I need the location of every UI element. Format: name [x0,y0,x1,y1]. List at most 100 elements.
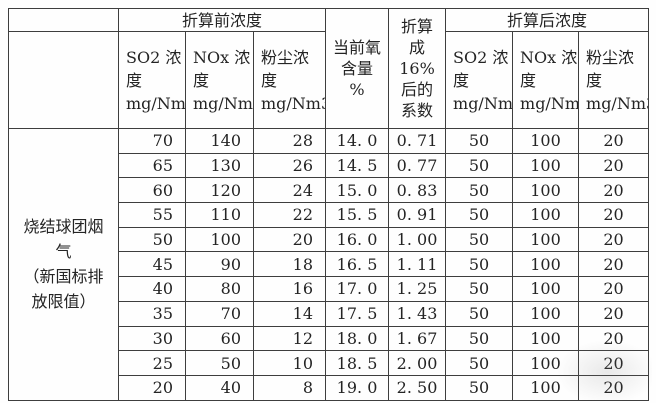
cell-coefficient: 1. 00 [388,226,447,253]
cell-so2-after: 50 [445,300,514,327]
cell-so2-before: 65 [118,152,186,179]
cell-nox-after: 100 [512,226,580,253]
cell-nox-after: 100 [512,177,580,204]
cell-so2-before: 40 [118,276,186,302]
cell-nox-before: 110 [185,202,254,228]
cell-nox-before: 40 [185,374,254,401]
table-row: 40 80 16 17. 0 1. 25 50 100 20 [9,276,650,302]
cell-oxygen: 16. 5 [325,251,390,278]
cell-so2-after: 50 [445,251,514,278]
cell-so2-before: 35 [118,300,186,327]
header-so2-after: SO2 浓 度 mg/Nm3 [445,31,514,129]
cell-oxygen: 19. 0 [325,374,390,401]
cell-dust-after: 20 [578,300,650,327]
cell-dust-before: 22 [252,202,327,228]
cell-so2-after: 50 [445,202,514,228]
cell-so2-before: 55 [118,202,186,228]
table-row: 65 130 26 14. 5 0. 77 50 100 20 [9,152,650,179]
cell-dust-after: 20 [578,276,650,302]
cell-so2-before: 20 [118,374,186,401]
cell-dust-after: 20 [578,374,650,401]
cell-dust-after: 20 [578,128,650,154]
cell-so2-before: 60 [118,177,186,204]
cell-dust-before: 26 [252,152,327,179]
cell-dust-after: 20 [578,152,650,179]
cell-oxygen: 18. 0 [325,325,390,352]
header-dust-before: 粉尘浓 度 mg/Nm3 [252,31,327,129]
cell-dust-before: 20 [252,226,327,253]
cell-so2-after: 50 [445,152,514,179]
cell-so2-after: 50 [445,177,514,204]
cell-nox-after: 100 [512,276,580,302]
cell-coefficient: 1. 25 [388,276,447,302]
cell-nox-after: 100 [512,350,580,376]
cell-nox-before: 80 [185,276,254,302]
cell-dust-before: 24 [252,177,327,204]
cell-coefficient: 2. 50 [388,374,447,401]
cell-nox-after: 100 [512,202,580,228]
cell-dust-after: 20 [578,325,650,352]
cell-oxygen: 14. 5 [325,152,390,179]
cell-dust-before: 18 [252,251,327,278]
table-row: 45 90 18 16. 5 1. 11 50 100 20 [9,251,650,278]
cell-so2-before: 50 [118,226,186,253]
cell-oxygen: 16. 0 [325,226,390,253]
cell-nox-before: 90 [185,251,254,278]
header-nox-after: NOx 浓 度 mg/Nm3 [512,31,580,129]
table-row: 20 40 8 19. 0 2. 50 50 100 20 [9,374,650,401]
cell-coefficient: 0. 77 [388,152,447,179]
header-dust-after: 粉尘浓 度 mg/Nm3 [578,31,650,129]
cell-nox-after: 100 [512,374,580,401]
cell-so2-after: 50 [445,128,514,154]
table-row: 35 70 14 17. 5 1. 43 50 100 20 [9,300,650,327]
table-row: 25 50 10 18. 5 2. 00 50 100 20 [9,350,650,376]
cell-so2-after: 50 [445,276,514,302]
cell-so2-after: 50 [445,350,514,376]
header-so2-before: SO2 浓 度 mg/Nm3 [118,31,186,129]
header-nox-before: NOx 浓 度 mg/Nm3 [185,31,254,129]
cell-dust-before: 8 [252,374,327,401]
cell-oxygen: 14. 0 [325,128,390,154]
cell-nox-after: 100 [512,325,580,352]
cell-so2-after: 50 [445,226,514,253]
cell-dust-before: 12 [252,325,327,352]
cell-nox-before: 140 [185,128,254,154]
header-current-oxygen-content: 当前氧 含量 % [325,8,390,129]
emission-conversion-table: 折算前浓度 当前氧 含量 % 折算 成 16% 后的 系数 折算后浓度 SO2 … [8,8,650,401]
cell-nox-after: 100 [512,300,580,327]
cell-coefficient: 2. 00 [388,350,447,376]
header-row-groups: 折算前浓度 当前氧 含量 % 折算 成 16% 后的 系数 折算后浓度 [8,8,650,129]
cell-dust-after: 20 [578,226,650,253]
cell-coefficient: 0. 71 [388,128,447,154]
corner-cell-bottom [8,31,119,129]
table-row: 60 120 24 15. 0 0. 83 50 100 20 [9,177,650,204]
cell-coefficient: 1. 43 [388,300,447,327]
cell-oxygen: 15. 5 [325,202,390,228]
cell-so2-before: 30 [118,325,186,352]
cell-so2-after: 50 [445,374,514,401]
cell-coefficient: 1. 67 [388,325,447,352]
cell-oxygen: 18. 5 [325,350,390,376]
cell-so2-after: 50 [445,325,514,352]
cell-dust-before: 10 [252,350,327,376]
cell-nox-after: 100 [512,128,580,154]
group-header-before-conversion: 折算前浓度 [117,8,327,32]
cell-so2-before: 45 [118,251,186,278]
cell-dust-after: 20 [578,251,650,278]
table-row: 30 60 12 18. 0 1. 67 50 100 20 [9,325,650,352]
cell-oxygen: 17. 5 [325,300,390,327]
cell-dust-before: 28 [252,128,327,154]
cell-coefficient: 1. 11 [388,251,447,278]
cell-coefficient: 0. 91 [388,202,447,228]
cell-oxygen: 17. 0 [325,276,390,302]
header-row-subcolumns: SO2 浓 度 mg/Nm3 NOx 浓 度 mg/Nm3 粉尘浓 度 mg/N… [8,31,650,129]
header-conversion-coefficient-16pct: 折算 成 16% 后的 系数 [388,8,447,129]
cell-dust-after: 20 [578,350,650,376]
cell-dust-after: 20 [578,177,650,204]
cell-nox-before: 50 [185,350,254,376]
cell-so2-before: 25 [118,350,186,376]
cell-nox-after: 100 [512,251,580,278]
cell-dust-after: 20 [578,202,650,228]
cell-nox-before: 70 [185,300,254,327]
